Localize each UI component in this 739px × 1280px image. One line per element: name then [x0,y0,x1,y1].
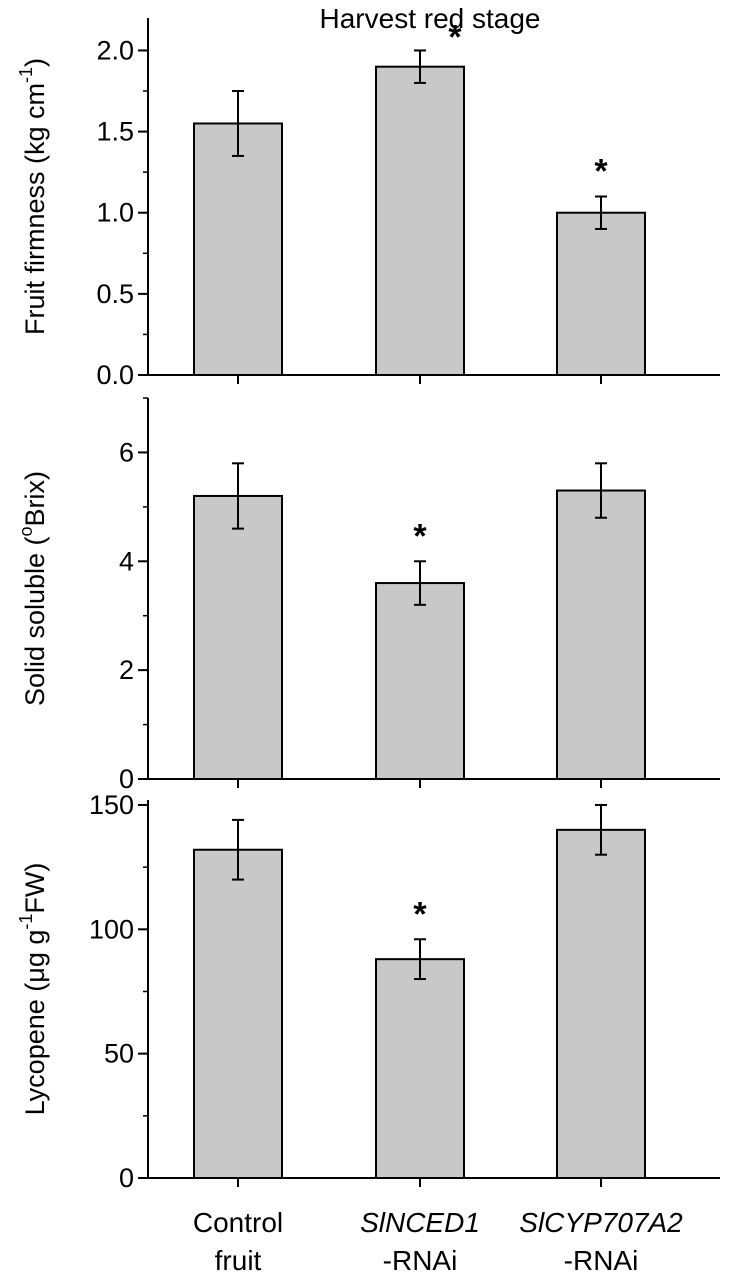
y-tick-label: 2 [119,655,134,685]
category-label-1-line1: SlNCED1 [360,1207,480,1238]
panel-firmness: 0.0 0.5 1.0 1.5 2.0 * * Fruit firmness (kg cm-1… [16,18,720,390]
bar-lycopene-1 [375,958,465,1179]
significance-marker-lycopene-1: * [413,895,427,933]
y-tick-label: 1.0 [96,198,134,228]
y-axis-title-soluble: Solid soluble (oBrix) [16,471,50,706]
bar-soluble-2 [556,489,646,780]
y-tick-label: 0.0 [96,360,134,390]
panels-layer: 0.0 0.5 1.0 1.5 2.0 * * Fruit firmness (kg cm-1… [16,18,720,1193]
significance-marker-soluble-1: * [413,517,427,555]
y-tick-label: 6 [119,437,134,467]
y-tick-label: 0 [119,1163,134,1193]
y-tick-label: 0.5 [96,279,134,309]
bar-lycopene-0 [193,848,283,1179]
bar-firmness-1 [375,65,465,376]
bar-firmness-2 [556,211,646,376]
y-tick-label: 4 [119,546,134,576]
category-label-2-line2: -RNAi [564,1245,639,1276]
y-tick-label: 100 [89,914,134,944]
category-label-1-line2: -RNAi [383,1245,458,1276]
y-axis-title-firmness: Fruit firmness (kg cm-1) [16,58,50,335]
significance-marker-firmness-2: * [594,153,608,191]
bar-firmness-0 [193,122,283,376]
y-tick-label: 0 [119,764,134,794]
y-tick-label: 1.5 [96,117,134,147]
bar-lycopene-2 [556,828,646,1179]
y-axis-title-lycopene: Lycopene (μg g-1FW) [16,863,50,1116]
y-tick-label: 2.0 [96,35,134,65]
y-tick-label: 150 [89,790,134,820]
chart-title: Harvest red stage [320,3,541,34]
bar-soluble-1 [375,582,465,780]
panel-soluble: 0 2 4 6 * Solid soluble (oBrix) [16,397,720,794]
category-label-0-line2: fruit [215,1245,262,1276]
bar-soluble-0 [193,494,283,780]
category-labels: Control fruit SlNCED1 -RNAi SlCYP707A2 -… [193,1207,683,1276]
category-label-2-line1: SlCYP707A2 [519,1207,683,1238]
category-label-0-line1: Control [193,1207,283,1238]
y-tick-label: 50 [104,1039,134,1069]
significance-marker-firmness-1: * [448,18,462,56]
panel-lycopene: 0 50 100 150 * Lycopene (μg g-1FW) [16,790,720,1193]
